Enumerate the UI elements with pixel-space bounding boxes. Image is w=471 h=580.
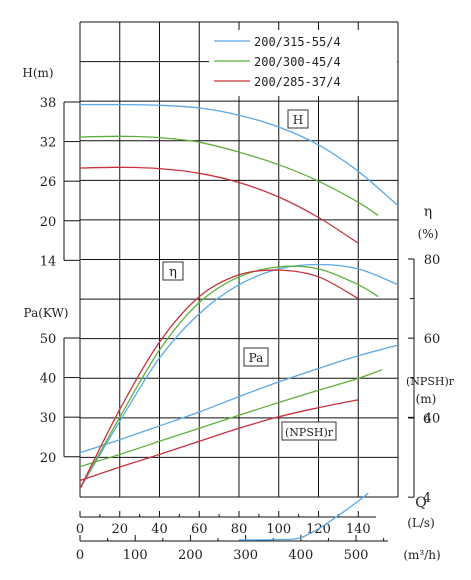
- flow-m3h-tick-label: 100: [123, 548, 148, 563]
- legend-entry-label: 200/315-55/4: [254, 35, 341, 49]
- npsh-axis-ticks: 64: [408, 412, 431, 506]
- legend: 200/315-55/4 200/300-45/4 200/285-37/4: [214, 35, 341, 89]
- flow-ls-tick-label: 80: [231, 522, 248, 537]
- efficiency-axis-unit: (%): [418, 227, 439, 241]
- npsh-axis-unit: (m): [416, 392, 437, 406]
- flow-ls-tick-label: 0: [76, 522, 84, 537]
- series-1-head-curve: [79, 103, 399, 207]
- npsh-axis-label: (NPSH)r: [406, 375, 455, 388]
- efficiency-tick-label: 80: [424, 253, 441, 268]
- head-curve-label-box: [287, 109, 309, 129]
- flow-ls-tick-label: 40: [151, 522, 168, 537]
- head-tick-label: 26: [40, 175, 57, 190]
- series-2-head-curve: [79, 135, 379, 217]
- flow-ls-tick-label: 100: [266, 522, 291, 537]
- flow-ls-tick-label: 60: [191, 522, 208, 537]
- npsh-tick-label: 6: [423, 412, 431, 427]
- efficiency-axis-ticks: 80 60 40: [408, 253, 440, 426]
- series-1-efficiency-curve: [79, 263, 399, 489]
- head-axis-label: H(m): [22, 66, 53, 80]
- power-tick-label: 50: [40, 332, 57, 347]
- efficiency-curve-label: η: [169, 265, 177, 280]
- power-tick-label: 40: [40, 372, 57, 387]
- flow-m3h-unit: (m³/h): [403, 548, 440, 562]
- series-2-efficiency-curve: [79, 265, 379, 489]
- legend-entry-label: 200/300-45/4: [254, 55, 341, 69]
- flow-m3h-tick-label: 400: [288, 548, 313, 563]
- curves: [79, 103, 399, 541]
- series-3-efficiency-curve: [79, 269, 359, 489]
- efficiency-axis-label: η: [424, 204, 432, 220]
- head-axis-ticks: 38 32 26 20 14: [40, 96, 80, 269]
- efficiency-tick-label: 40: [424, 411, 441, 426]
- chart-grid: [79, 21, 399, 498]
- series-3-head-curve: [79, 166, 359, 244]
- flow-m3h-tick-label: 300: [233, 548, 258, 563]
- power-tick-label: 30: [40, 411, 57, 426]
- efficiency-tick-label: 60: [424, 332, 441, 347]
- series-2-power-curve: [79, 369, 383, 468]
- npsh-curve-label: (NPSH)r: [285, 426, 334, 439]
- power-tick-label: 20: [40, 451, 57, 466]
- flow-ls-unit: (L/s): [407, 516, 435, 530]
- flow-axis-label: Q: [415, 495, 426, 511]
- power-curve-label: Pa: [249, 351, 264, 365]
- series-1-power-curve: [79, 344, 399, 454]
- npsh-curve-label-box: [281, 421, 337, 441]
- efficiency-curve-label-box: [162, 261, 184, 281]
- flow-ls-ticks: 0 20 40 60 80 100 120 140: [76, 511, 371, 537]
- flow-m3h-ticks: 0 100 200 300 400 500: [76, 535, 385, 563]
- series-3-power-curve: [79, 399, 359, 482]
- bottom-axes: [80, 516, 388, 542]
- flow-m3h-tick-label: 0: [76, 548, 84, 563]
- head-tick-label: 14: [40, 254, 57, 269]
- head-tick-label: 32: [40, 136, 57, 151]
- flow-m3h-tick-label: 200: [178, 548, 203, 563]
- flow-m3h-tick-label: 500: [344, 548, 369, 563]
- series-1-npsh-curve: [238, 492, 369, 541]
- legend-entry-label: 200/285-37/4: [254, 75, 341, 89]
- head-tick-label: 20: [40, 215, 57, 230]
- head-tick-label: 38: [40, 96, 57, 111]
- power-axis-label: Pa(KW): [24, 306, 69, 320]
- power-curve-label-box: [243, 347, 269, 367]
- power-axis-ticks: 50 40 30 20: [40, 332, 80, 466]
- flow-ls-tick-label: 140: [346, 522, 371, 537]
- npsh-tick-label: 4: [423, 491, 431, 506]
- head-curve-label: H: [293, 113, 303, 127]
- flow-ls-tick-label: 20: [111, 522, 128, 537]
